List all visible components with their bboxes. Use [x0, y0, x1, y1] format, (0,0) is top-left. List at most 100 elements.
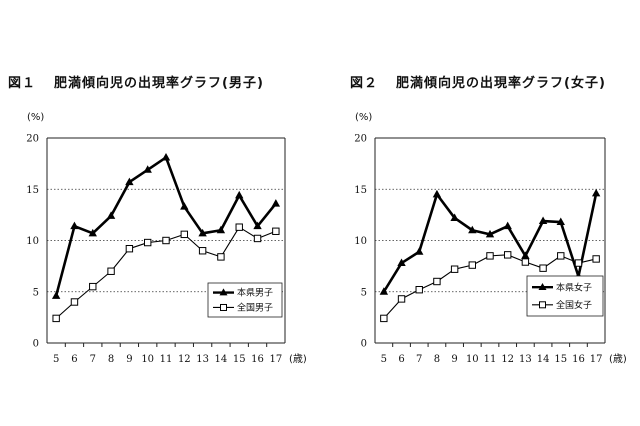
x-tick-label: 5	[381, 354, 387, 365]
figure-2: 図２ 肥満傾向児の出現率グラフ(女子) (%) 0 5 10 15 20 5 6 7 8 9 10 11 1…	[320, 0, 640, 426]
figure-1-title: 図１ 肥満傾向児の出現率グラフ(男子)	[8, 72, 264, 91]
legend-marker	[539, 301, 546, 309]
series-2-point	[450, 265, 459, 273]
series-1-point	[235, 190, 244, 199]
series-1-point	[556, 217, 565, 226]
x-tick-label: 16	[572, 354, 585, 365]
x-tick-label: 13	[519, 354, 532, 365]
series-1-point	[253, 221, 262, 230]
series-1-point	[379, 287, 389, 295]
series-1-point	[198, 228, 207, 237]
x-tick-label: 12	[501, 354, 514, 365]
x-tick-label: 17	[269, 354, 282, 365]
legend-marker	[538, 283, 547, 290]
figure-1: 図１ 肥満傾向児の出現率グラフ(男子) (%) 0 5 10 15 20 5 6 7 8 9 10 11 1…	[8, 72, 307, 365]
series-2-point	[198, 247, 207, 255]
series-1-point	[468, 225, 477, 234]
legend-entry-label: 全国男子	[237, 302, 273, 314]
y-tick-label: 15	[26, 185, 39, 196]
legend-marker	[220, 303, 227, 311]
series-1-point	[88, 228, 97, 237]
series-1-point	[70, 221, 79, 230]
y-tick-label: 0	[33, 339, 39, 350]
x-tick-label: 15	[554, 354, 567, 365]
x-axis-unit-label: (歳)	[289, 353, 307, 365]
series-1-point	[415, 247, 424, 255]
series-1-point	[521, 251, 530, 259]
series-2-point	[89, 282, 97, 291]
series-1-point	[591, 188, 601, 197]
series-2-point	[217, 253, 225, 261]
series-1-point	[125, 177, 134, 186]
series-1-point	[432, 189, 442, 198]
legend-entry-label: 本県女子	[556, 281, 592, 293]
series-1-point	[271, 199, 281, 207]
x-tick-label: 7	[90, 354, 96, 365]
x-tick-label: 9	[451, 354, 457, 365]
y-tick-label: 15	[354, 185, 367, 196]
series-1-point	[143, 165, 152, 173]
x-tick-label: 15	[233, 354, 246, 365]
series-2-point	[272, 227, 280, 235]
x-tick-label: 7	[416, 354, 422, 365]
series-1-point	[538, 216, 548, 225]
y-tick-label: 10	[354, 236, 367, 247]
legend-box	[207, 282, 283, 318]
y-tick-label: 5	[33, 287, 39, 298]
series-1-point	[106, 211, 116, 219]
series-1-point	[397, 258, 406, 267]
figure-2-number: 図２	[350, 76, 379, 91]
x-tick-label: 17	[590, 354, 603, 365]
series-1-point	[450, 213, 459, 221]
series-1-point	[485, 229, 495, 238]
figure-2-title-text: 肥満傾向児の出現率グラフ(女子)	[396, 76, 606, 91]
x-tick-label: 12	[178, 354, 191, 365]
x-axis-unit-label: (歳)	[609, 353, 627, 365]
series-2-point	[503, 251, 512, 259]
series-2-point	[162, 236, 170, 245]
x-tick-label: 6	[398, 354, 404, 365]
x-tick-label: 8	[434, 354, 440, 365]
x-tick-label: 11	[160, 354, 173, 365]
legend-marker	[219, 288, 228, 296]
series-2-point	[574, 259, 583, 267]
x-tick-label: 13	[196, 354, 209, 365]
series-2-point	[397, 295, 406, 303]
series-1-point	[216, 225, 226, 234]
x-tick-label: 14	[537, 354, 550, 365]
series-1-point	[51, 291, 61, 299]
series-1-point	[161, 152, 171, 161]
figure-2-title: 図２ 肥満傾向児の出現率グラフ(女子)	[350, 72, 606, 91]
series-2-point	[592, 255, 600, 263]
figure-1-number: 図１	[8, 76, 37, 91]
legend-box	[526, 275, 604, 317]
series-2-point	[521, 258, 530, 266]
x-tick-label: 8	[108, 354, 114, 365]
y-axis-unit-label: (%)	[27, 112, 44, 123]
y-tick-label: 5	[361, 287, 367, 298]
x-tick-label: 9	[126, 354, 132, 365]
series-2-point	[70, 298, 79, 306]
series-1-point	[180, 202, 189, 210]
series-2-point	[180, 230, 189, 239]
x-tick-label: 16	[251, 354, 264, 365]
x-tick-label: 14	[215, 354, 228, 365]
series-2-point	[415, 286, 423, 294]
series-2-point	[557, 252, 565, 260]
series-2-point	[235, 223, 243, 231]
y-tick-label: 20	[26, 134, 39, 145]
y-axis-unit-label: (%)	[355, 112, 372, 123]
series-2-point	[107, 267, 115, 275]
series-2-point	[380, 314, 388, 323]
legend-entry-label: 全国女子	[556, 299, 592, 311]
y-tick-label: 10	[26, 236, 39, 247]
x-tick-label: 6	[71, 354, 77, 365]
series-2-point	[468, 261, 477, 269]
series-2-point	[125, 245, 134, 253]
series-1-point	[503, 221, 512, 230]
x-tick-label: 10	[141, 354, 154, 365]
x-tick-label: 5	[53, 354, 59, 365]
series-2-point	[52, 314, 60, 323]
series-2-point	[143, 238, 152, 247]
